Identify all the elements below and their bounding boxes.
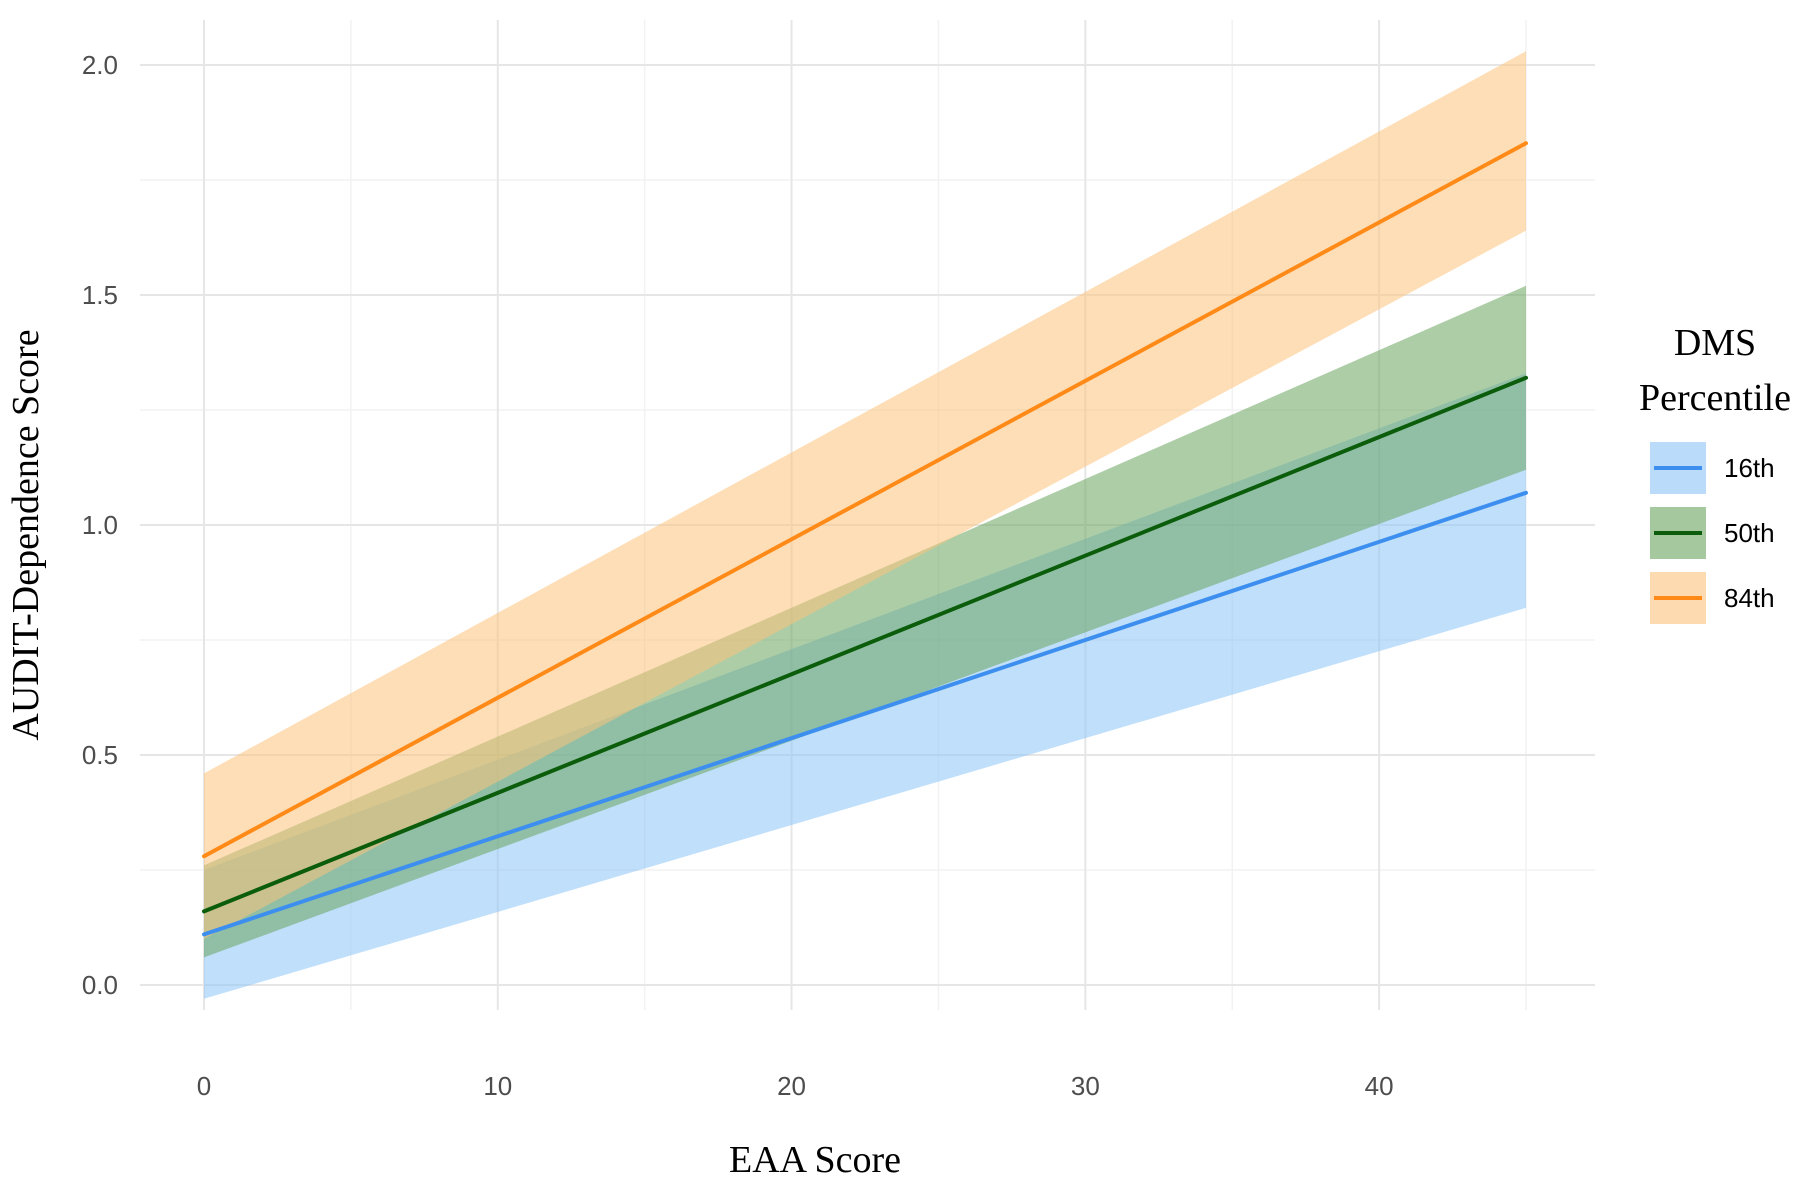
x-axis-title: EAA Score xyxy=(729,1139,901,1181)
x-axis-ticks: 0 10 20 30 40 xyxy=(197,1071,1394,1101)
y-tick-label: 0.5 xyxy=(82,740,118,770)
legend-title-line-2: Percentile xyxy=(1639,377,1791,419)
legend-label: 50th xyxy=(1724,518,1775,548)
x-tick-label: 10 xyxy=(483,1071,512,1101)
y-axis-ticks: 0.0 0.5 1.0 1.5 2.0 xyxy=(82,50,118,1000)
legend: DMS Percentile 16th 50th 84th xyxy=(1639,322,1791,624)
y-axis-title: AUDIT-Dependence Score xyxy=(5,329,47,740)
x-tick-label: 40 xyxy=(1365,1071,1394,1101)
legend-items: 16th 50th 84th xyxy=(1650,442,1775,624)
legend-label: 84th xyxy=(1724,583,1775,613)
y-tick-label: 0.0 xyxy=(82,970,118,1000)
legend-item-50th: 50th xyxy=(1650,507,1775,559)
legend-title-line-1: DMS xyxy=(1674,322,1756,364)
legend-item-84th: 84th xyxy=(1650,572,1775,624)
confidence-bands xyxy=(204,51,1526,999)
confidence-band-50th xyxy=(204,285,1526,958)
x-tick-label: 30 xyxy=(1071,1071,1100,1101)
series-line-50th xyxy=(202,375,1528,914)
y-tick-label: 1.5 xyxy=(82,280,118,310)
series-line-84th xyxy=(202,141,1528,859)
series-line-16th xyxy=(202,490,1528,937)
y-tick-label: 2.0 xyxy=(82,50,118,80)
x-tick-label: 20 xyxy=(777,1071,806,1101)
series-lines xyxy=(202,141,1528,937)
legend-label: 16th xyxy=(1724,453,1775,483)
confidence-band-84th xyxy=(204,51,1526,939)
x-tick-label: 0 xyxy=(197,1071,211,1101)
y-tick-label: 1.0 xyxy=(82,510,118,540)
legend-item-16th: 16th xyxy=(1650,442,1775,494)
